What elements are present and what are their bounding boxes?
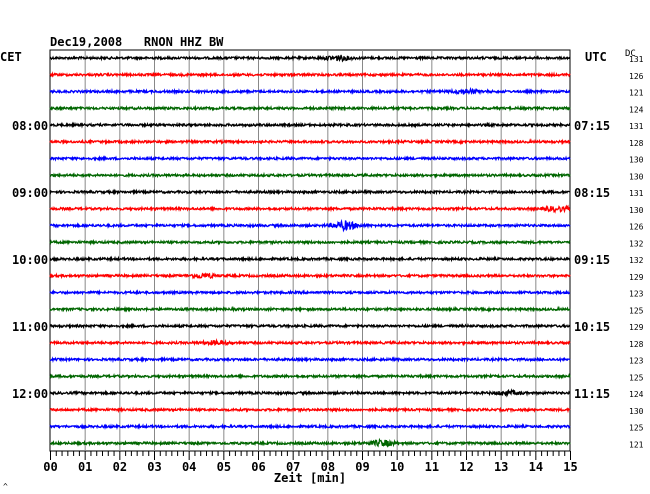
seismic-trace [49, 406, 571, 414]
dc-value: 128 [629, 139, 644, 148]
seismic-trace [49, 138, 571, 146]
right-hour-label: 10:15 [574, 320, 610, 334]
x-tick-label: 09 [355, 460, 369, 474]
dc-value: 131 [629, 122, 644, 131]
x-tick-label: 13 [494, 460, 508, 474]
left-hour-label: 12:00 [12, 387, 48, 401]
x-tick-label: 00 [43, 460, 57, 474]
seismic-trace [49, 188, 571, 196]
dc-value: 125 [629, 424, 644, 433]
x-tick-label: 07 [286, 460, 300, 474]
seismic-trace [49, 437, 571, 448]
dc-value: 124 [629, 105, 644, 114]
left-hour-label: 08:00 [12, 119, 48, 133]
x-tick-label: 01 [78, 460, 92, 474]
footer-mark: ^ [3, 482, 8, 491]
seismic-trace [49, 154, 571, 163]
right-timezone-label: UTC [585, 50, 607, 64]
x-tick-label: 14 [529, 460, 543, 474]
dc-value: 129 [629, 323, 644, 332]
x-axis-label: Zeit [min] [274, 471, 346, 485]
x-tick-label: 02 [113, 460, 127, 474]
dc-value: 131 [629, 55, 644, 64]
x-tick-label: 06 [251, 460, 265, 474]
seismic-trace [49, 104, 571, 112]
seismic-trace [49, 388, 571, 398]
left-hour-label: 09:00 [12, 186, 48, 200]
seismic-trace [49, 255, 571, 263]
trace-layer [49, 54, 571, 448]
right-hour-label: 08:15 [574, 186, 610, 200]
x-tick-label: 15 [563, 460, 577, 474]
dc-label: DC [625, 49, 636, 59]
x-tick-label: 08 [321, 460, 335, 474]
dc-value: 130 [629, 407, 644, 416]
dc-value: 126 [629, 223, 644, 232]
seismic-trace [49, 204, 571, 214]
dc-value: 130 [629, 206, 644, 215]
right-hour-label: 07:15 [574, 119, 610, 133]
seismic-trace [49, 54, 571, 63]
dc-value: 130 [629, 172, 644, 181]
grid-layer [49, 49, 571, 460]
seismic-trace [49, 322, 571, 330]
dc-value: 125 [629, 373, 644, 382]
seismic-trace [49, 422, 571, 431]
seismic-trace [49, 218, 571, 233]
seismic-trace [49, 289, 571, 296]
seismic-trace [49, 272, 571, 280]
dc-value: 132 [629, 239, 644, 248]
left-timezone-label: CET [0, 50, 22, 64]
dc-value: 129 [629, 273, 644, 282]
dc-value: 126 [629, 72, 644, 81]
dc-value: 131 [629, 189, 644, 198]
dc-value: 132 [629, 256, 644, 265]
x-tick-label: 04 [182, 460, 196, 474]
seismic-trace [49, 238, 571, 246]
x-tick-label: 03 [147, 460, 161, 474]
x-tick-label: 12 [459, 460, 473, 474]
seismic-trace [49, 171, 571, 179]
seismic-trace [49, 305, 571, 313]
right-hour-label: 11:15 [574, 387, 610, 401]
dc-value: 124 [629, 390, 644, 399]
dc-value: 123 [629, 357, 644, 366]
dc-value: 130 [629, 156, 644, 165]
dc-value: 125 [629, 306, 644, 315]
dc-value: 128 [629, 340, 644, 349]
dc-value: 121 [629, 89, 644, 98]
dc-value: 123 [629, 290, 644, 299]
seismic-trace [49, 372, 571, 380]
x-tick-label: 05 [217, 460, 231, 474]
seismic-trace [49, 356, 571, 364]
chart-title: Dec19,2008 RNON HHZ BW [50, 35, 224, 49]
seismic-trace [49, 121, 571, 129]
left-hour-label: 10:00 [12, 253, 48, 267]
x-tick-label: 10 [390, 460, 404, 474]
dc-value: 121 [629, 440, 644, 449]
left-hour-label: 11:00 [12, 320, 48, 334]
seismic-trace [49, 71, 571, 79]
seismic-trace [49, 86, 571, 96]
label-layer: 00 01 02 03 04 05 06 07 08 09 10 11 12 13 14 15 131 126 12… [12, 55, 644, 474]
x-tick-label: 11 [425, 460, 439, 474]
right-hour-label: 09:15 [574, 253, 610, 267]
seismic-trace [49, 338, 571, 347]
